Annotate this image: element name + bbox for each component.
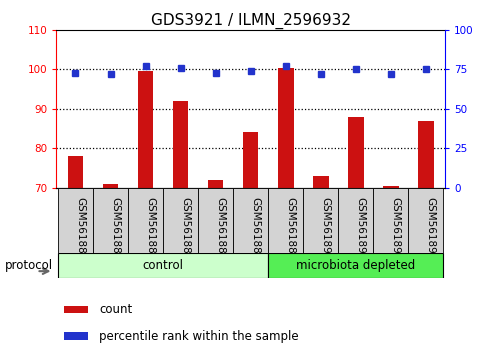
Text: GSM561884: GSM561884	[110, 198, 120, 261]
Text: GSM561891: GSM561891	[355, 198, 365, 261]
Text: GSM561886: GSM561886	[180, 198, 190, 261]
Text: GSM561892: GSM561892	[390, 198, 400, 261]
Bar	[207, 180, 223, 188]
Bar	[407, 188, 442, 253]
Bar	[303, 188, 338, 253]
Bar	[172, 101, 188, 188]
Text: control: control	[142, 259, 183, 272]
Bar	[417, 121, 433, 188]
Bar	[64, 332, 87, 339]
Text: percentile rank within the sample: percentile rank within the sample	[99, 330, 298, 343]
Bar	[267, 253, 442, 278]
Bar	[242, 132, 258, 188]
Bar	[338, 188, 372, 253]
Text: protocol: protocol	[5, 259, 53, 272]
Text: microbiota depleted: microbiota depleted	[295, 259, 414, 272]
Text: GSM561893: GSM561893	[425, 198, 435, 261]
Bar	[372, 188, 407, 253]
Bar	[64, 306, 87, 313]
Bar	[163, 188, 198, 253]
Bar	[382, 185, 398, 188]
Bar	[347, 117, 363, 188]
Text: GSM561889: GSM561889	[285, 198, 295, 261]
Bar	[312, 176, 328, 188]
Bar	[198, 188, 233, 253]
Bar	[67, 156, 83, 188]
Text: GSM561883: GSM561883	[75, 198, 85, 261]
Title: GDS3921 / ILMN_2596932: GDS3921 / ILMN_2596932	[150, 12, 350, 29]
Bar	[138, 72, 153, 188]
Bar	[233, 188, 267, 253]
Text: GSM561885: GSM561885	[145, 198, 155, 261]
Text: GSM561890: GSM561890	[320, 198, 330, 261]
Bar	[102, 184, 118, 188]
Bar	[277, 68, 293, 188]
Text: GSM561887: GSM561887	[215, 198, 225, 261]
Text: count: count	[99, 303, 132, 316]
Bar	[58, 253, 267, 278]
Bar	[93, 188, 128, 253]
Bar	[58, 188, 93, 253]
Bar	[267, 188, 303, 253]
Bar	[128, 188, 163, 253]
Text: GSM561888: GSM561888	[250, 198, 260, 261]
